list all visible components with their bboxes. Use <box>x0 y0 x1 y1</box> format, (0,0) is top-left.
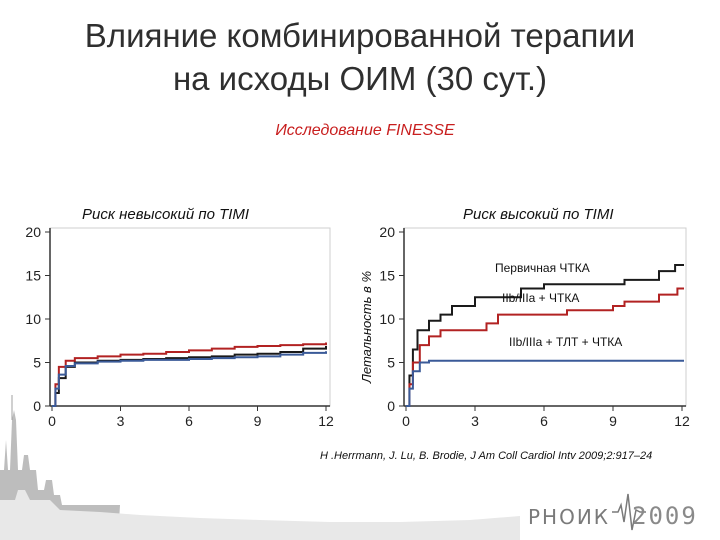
left-series-2-line <box>52 351 327 407</box>
left-chart: 0 5 10 15 20 0 3 6 9 12 <box>25 224 334 429</box>
left-y-tick-label: 0 <box>33 398 41 414</box>
left-x-tick-label: 6 <box>185 413 193 429</box>
right-series-0-line <box>406 264 684 407</box>
left-x-tick-label: 12 <box>318 413 334 429</box>
left-panel-title: Риск невысокий по TIMI <box>82 206 250 223</box>
series-label-primary-pci: Первичная ЧТКА <box>495 261 590 275</box>
left-chart-frame <box>49 227 331 407</box>
right-panel-title: Риск высокий по TIMI <box>463 206 614 223</box>
brand-logo-text: РНОИК <box>528 505 611 529</box>
right-series-2-line <box>406 359 684 407</box>
left-y-tick-label: 5 <box>33 355 41 371</box>
slide-title-line-1: Влияние комбинированной терапии <box>84 17 636 54</box>
right-x-tick-label: 9 <box>609 413 617 429</box>
right-y-tick-label: 10 <box>379 311 395 327</box>
right-chart-y-axis-label: Летальность в % <box>359 271 374 384</box>
right-x-tick-label: 3 <box>471 413 479 429</box>
right-series-1-line <box>406 287 684 407</box>
right-y-tick-label: 0 <box>387 398 395 414</box>
citation-text: H .Herrmann, J. Lu, B. Brodie, J Am Coll… <box>320 450 653 462</box>
right-x-tick-label: 12 <box>674 413 690 429</box>
left-x-tick-label: 3 <box>117 413 125 429</box>
right-x-tick-label: 6 <box>540 413 548 429</box>
left-x-tick-label: 9 <box>254 413 262 429</box>
left-y-tick-label: 15 <box>25 268 41 284</box>
left-x-tick-label: 0 <box>48 413 56 429</box>
slide-title-line-2: на исходы ОИМ (30 сут.) <box>172 60 548 97</box>
right-chart: 0 5 10 15 20 0 3 6 9 12 <box>379 224 690 429</box>
series-label-gp-pci: IIb/IIIa + ЧТКА <box>502 291 579 305</box>
right-chart-frame <box>403 227 687 407</box>
left-y-tick-label: 20 <box>25 224 41 240</box>
city-skyline-graphic <box>0 395 520 540</box>
left-y-tick-label: 10 <box>25 311 41 327</box>
right-x-tick-label: 0 <box>402 413 410 429</box>
series-label-gp-tlt-pci: IIb/IIIa + ТЛТ + ЧТКА <box>509 335 622 349</box>
right-y-tick-label: 20 <box>379 224 395 240</box>
ecg-wave-icon <box>612 493 646 531</box>
brand-logo-year: 2009 <box>632 502 698 530</box>
study-subtitle: Исследование FINESSE <box>275 122 455 139</box>
slide-title: Влияние комбинированной терапии на исход… <box>0 14 720 100</box>
right-y-tick-label: 15 <box>379 268 395 284</box>
right-y-tick-label: 5 <box>387 355 395 371</box>
